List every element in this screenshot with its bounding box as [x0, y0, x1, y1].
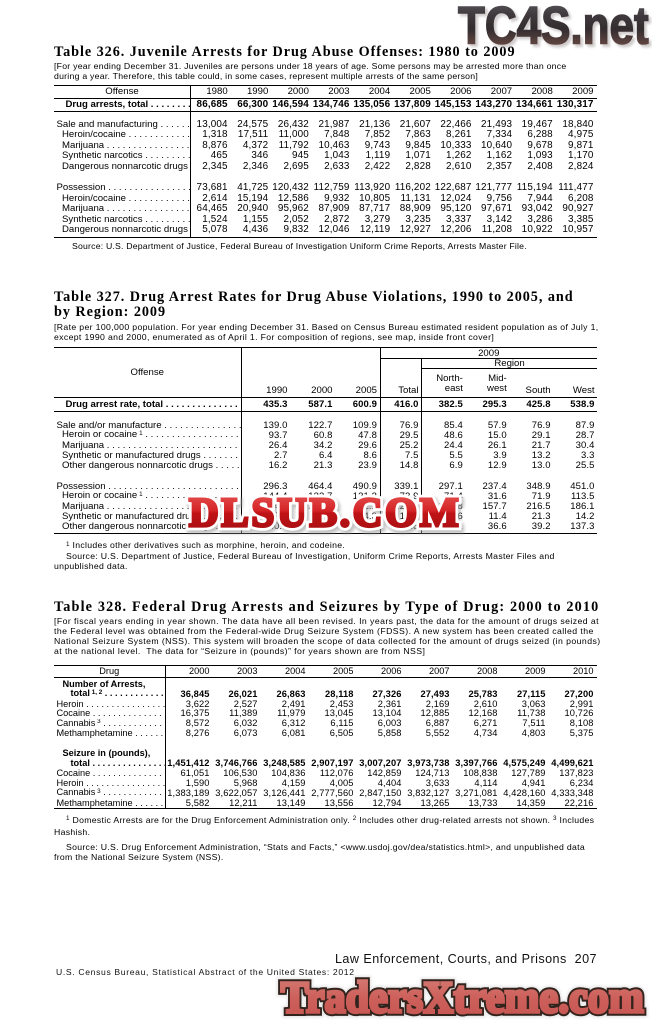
- svg-text:DLSUB.COM: DLSUB.COM: [189, 489, 461, 535]
- svg-text:TradersXtreme.com: TradersXtreme.com: [281, 974, 644, 1022]
- svg-text:TC4S.net: TC4S.net: [458, 0, 649, 52]
- svg-text:TC4S.net: TC4S.net: [460, 0, 651, 52]
- svg-text:DLSUB.COM: DLSUB.COM: [189, 489, 461, 535]
- svg-text:DLSUB.COM: DLSUB.COM: [191, 492, 463, 538]
- svg-text:TradersXtreme.com: TradersXtreme.com: [281, 974, 644, 1022]
- svg-text:TradersXtreme.com: TradersXtreme.com: [281, 974, 644, 1022]
